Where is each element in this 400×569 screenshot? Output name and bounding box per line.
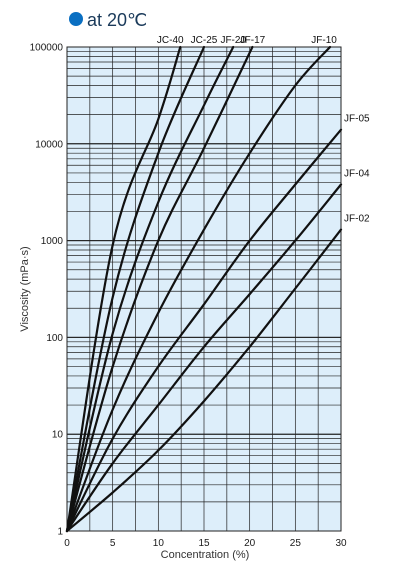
series-label-jf-20: JF-20 — [220, 35, 246, 46]
series-line-jf-05 — [65, 128, 343, 533]
series-line-jf-10 — [65, 45, 332, 533]
x-tick-label: 15 — [198, 538, 210, 549]
series-line-jc-25 — [65, 45, 206, 533]
x-tick-label: 20 — [244, 538, 256, 549]
series-label-jc-25: JC-25 — [191, 35, 218, 46]
x-tick-label: 0 — [64, 538, 70, 549]
y-tick-label: 100 — [46, 333, 63, 344]
series-line-jf-04 — [65, 183, 343, 533]
y-tick-label: 10000 — [35, 139, 63, 150]
series-line-jf-17 — [65, 45, 254, 533]
series-label-jf-02: JF-02 — [344, 214, 370, 225]
series-label-jc-40: JC-40 — [157, 35, 184, 46]
y-tick-label: 1000 — [41, 236, 64, 247]
x-tick-label: 30 — [335, 538, 347, 549]
series-label-jf-17: JF-17 — [240, 35, 266, 46]
series-label-jf-05: JF-05 — [344, 114, 370, 125]
series-line-jf-02 — [65, 228, 343, 533]
series-line-jf-20 — [65, 45, 235, 533]
x-tick-label: 5 — [110, 538, 116, 549]
chart-title: at 20℃ — [87, 10, 147, 30]
title-bullet-icon — [69, 12, 83, 26]
y-tick-label: 10 — [52, 430, 64, 441]
series-label-jf-04: JF-04 — [344, 168, 370, 179]
y-tick-label: 1 — [57, 527, 63, 538]
y-axis-label: Viscosity (mPa·s) — [19, 246, 31, 331]
x-tick-label: 25 — [290, 538, 302, 549]
series-line-jc-40 — [65, 45, 182, 533]
y-tick-label: 100000 — [30, 43, 64, 54]
plot-area: 1 10 100 1000 10000 100000 0 5 10 15 20 25 30 JC-40 JC… — [30, 35, 370, 549]
x-tick-label: 10 — [153, 538, 165, 549]
series-label-jf-10: JF-10 — [311, 35, 337, 46]
x-axis-label: Concentration (%) — [161, 549, 250, 561]
